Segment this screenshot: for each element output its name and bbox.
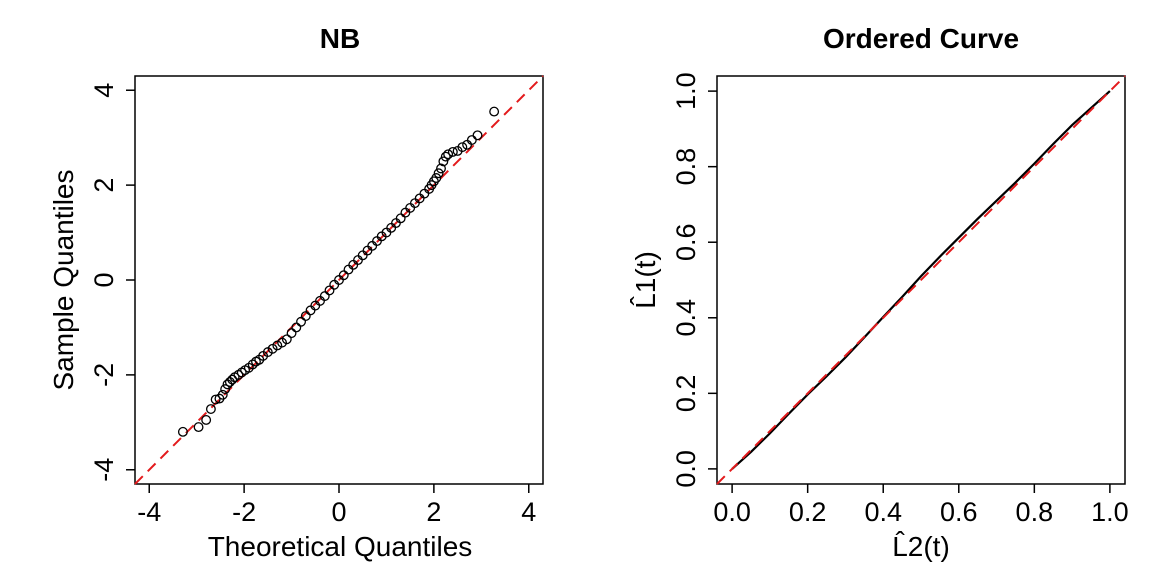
y-tick-label: 1.0 xyxy=(671,72,701,110)
y-tick-label: -4 xyxy=(89,458,119,482)
y-tick-label: 0.6 xyxy=(671,223,701,261)
chart-title: Ordered Curve xyxy=(823,23,1019,54)
y-axis: 0.0 0.2 0.4 0.6 0.8 1.0 xyxy=(671,72,717,488)
data-point xyxy=(319,291,330,302)
y-tick-label: 0.0 xyxy=(671,450,701,488)
data-point xyxy=(281,334,292,345)
data-point xyxy=(443,149,454,160)
y-tick-label: -2 xyxy=(89,363,119,387)
x-tick-label: 0.6 xyxy=(940,497,978,527)
data-point xyxy=(431,173,442,183)
reference-line-layer xyxy=(716,75,1126,485)
data-point xyxy=(286,328,297,339)
data-point xyxy=(247,359,258,370)
x-tick-label: 0.2 xyxy=(789,497,827,527)
x-tick-label: -2 xyxy=(232,497,256,527)
reference-line xyxy=(716,75,1126,485)
x-tick-label: -4 xyxy=(137,497,161,527)
data-point xyxy=(217,389,228,400)
plot-frame xyxy=(716,75,1126,485)
reference-line-layer xyxy=(134,75,544,485)
data-point xyxy=(205,404,216,414)
data-point xyxy=(367,240,378,251)
data-point xyxy=(433,168,444,179)
ordered-curve-panel: Ordered Curve 0.0 0.2 0.4 0.6 0.8 1.0 0.00.20… xyxy=(630,23,1129,562)
x-tick-label: 0 xyxy=(331,497,346,527)
y-tick-label: 4 xyxy=(89,83,119,98)
data-point xyxy=(447,146,458,157)
data-point xyxy=(466,135,477,145)
y-tick-label: 0.4 xyxy=(671,299,701,337)
reference-line xyxy=(134,75,544,485)
x-tick-label: 0.8 xyxy=(1016,497,1054,527)
data-point xyxy=(440,151,451,162)
x-tick-label: 2 xyxy=(426,497,441,527)
data-point xyxy=(343,264,354,275)
y-axis-label: Sample Quantiles xyxy=(48,169,79,390)
x-tick-label: 1.0 xyxy=(1091,497,1129,527)
y-axis-label: L̂1(t) xyxy=(630,251,661,309)
data-point xyxy=(419,188,430,199)
y-tick-label: 0.2 xyxy=(671,375,701,413)
x-tick-label: 4 xyxy=(521,497,536,527)
data-point xyxy=(357,250,368,261)
data-point xyxy=(489,106,500,117)
x-axis: 0.0 0.2 0.4 0.6 0.8 1.0 xyxy=(713,484,1129,527)
data-point xyxy=(201,415,212,425)
y-tick-label: 0.8 xyxy=(671,148,701,186)
data-point xyxy=(472,130,483,141)
y-tick-label: 2 xyxy=(89,178,119,193)
data-point xyxy=(177,426,188,437)
x-axis-label: Theoretical Quantiles xyxy=(208,531,473,562)
y-tick-label: 0 xyxy=(89,272,119,287)
x-tick-label: 0.0 xyxy=(713,497,751,527)
y-axis: -4 -2 0 2 4 xyxy=(89,83,135,482)
x-axis-label: L̂2(t) xyxy=(892,531,950,562)
chart-title: NB xyxy=(320,23,360,54)
data-point xyxy=(395,213,406,224)
data-point xyxy=(405,202,416,213)
data-point xyxy=(272,340,283,351)
qq-plot-panel: NB -4 -2 0 2 4 -4 -2 0 2 4 Theoretical Quantiles… xyxy=(48,23,544,562)
data-point xyxy=(291,322,302,333)
data-point xyxy=(438,156,449,167)
data-point xyxy=(224,377,235,387)
x-axis: -4 -2 0 2 4 xyxy=(137,484,536,527)
data-point xyxy=(193,422,204,433)
data-point xyxy=(457,142,468,153)
data-point xyxy=(227,374,238,385)
data-point xyxy=(329,279,340,290)
points-layer xyxy=(177,106,500,437)
data-point xyxy=(220,384,231,395)
x-tick-label: 0.4 xyxy=(864,497,902,527)
data-point xyxy=(436,163,446,174)
data-point xyxy=(210,394,221,405)
